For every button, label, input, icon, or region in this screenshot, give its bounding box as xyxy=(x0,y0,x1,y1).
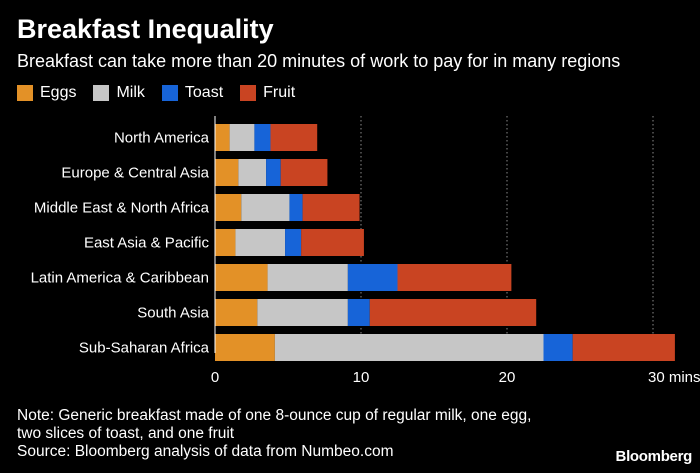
footnote: Note: Generic breakfast made of one 8-ou… xyxy=(17,407,531,461)
bar-sub-saharan-africa-milk xyxy=(274,334,544,361)
stacked-bar-chart: North America Europe & Central Asia Middle… xyxy=(31,116,700,386)
bar-latin-america-caribbean-milk xyxy=(267,264,348,291)
category-label-north-america: North America xyxy=(114,130,210,147)
bar-latin-america-caribbean-eggs xyxy=(215,264,268,291)
legend-label-eggs: Eggs xyxy=(40,84,77,101)
bar-middle-east-north-africa-eggs xyxy=(215,194,242,221)
bar-north-america-fruit xyxy=(270,124,318,151)
x-tick-label-10: 10 xyxy=(353,369,370,386)
bar-north-america-toast xyxy=(254,124,271,151)
legend-item-milk: Milk xyxy=(93,84,145,102)
bar-europe-central-asia-milk xyxy=(238,159,267,186)
legend-swatch-fruit xyxy=(240,85,257,101)
x-tick-label-0: 0 xyxy=(211,369,219,386)
source-line: Source: Bloomberg analysis of data from … xyxy=(17,443,394,460)
bar-north-america-eggs xyxy=(215,124,230,151)
bar-south-asia-toast xyxy=(347,299,370,326)
bar-latin-america-caribbean-fruit xyxy=(397,264,512,291)
x-tick-label-30: 30 mins xyxy=(648,369,700,386)
note-line-1: Note: Generic breakfast made of one 8-ou… xyxy=(17,407,532,424)
bloomberg-logo: Bloomberg xyxy=(615,448,693,465)
bar-south-asia-fruit xyxy=(369,299,537,326)
category-label-latin-america-caribbean: Latin America & Caribbean xyxy=(31,270,209,287)
bar-east-asia-pacific-eggs xyxy=(215,229,236,256)
legend-label-toast: Toast xyxy=(184,84,224,101)
category-label-middle-east-north-africa: Middle East & North Africa xyxy=(34,200,210,217)
legend-swatch-eggs xyxy=(17,85,33,101)
note-line-2: two slices of toast, and one fruit xyxy=(17,425,235,442)
bar-sub-saharan-africa-fruit xyxy=(572,334,675,361)
bar-east-asia-pacific-toast xyxy=(285,229,302,256)
legend-swatch-milk xyxy=(93,85,110,101)
bar-europe-central-asia-fruit xyxy=(280,159,328,186)
bar-south-asia-eggs xyxy=(215,299,258,326)
category-label-south-asia: South Asia xyxy=(137,305,209,322)
chart-title: Breakfast Inequality xyxy=(17,14,274,44)
legend-swatch-toast xyxy=(161,85,178,101)
legend-label-milk: Milk xyxy=(116,84,145,101)
bar-north-america-milk xyxy=(229,124,255,151)
legend: Eggs Milk Toast Fruit xyxy=(17,84,312,102)
category-label-europe-central-asia: Europe & Central Asia xyxy=(61,165,209,182)
bar-middle-east-north-africa-fruit xyxy=(302,194,360,221)
legend-item-toast: Toast xyxy=(161,84,224,102)
legend-item-fruit: Fruit xyxy=(240,84,295,102)
category-label-east-asia-pacific: East Asia & Pacific xyxy=(84,235,210,252)
bar-latin-america-caribbean-toast xyxy=(347,264,398,291)
bar-europe-central-asia-eggs xyxy=(215,159,239,186)
chart-subtitle: Breakfast can take more than 20 minutes … xyxy=(17,51,621,71)
bar-east-asia-pacific-fruit xyxy=(301,229,364,256)
bar-south-asia-milk xyxy=(257,299,348,326)
bar-europe-central-asia-toast xyxy=(266,159,281,186)
legend-item-eggs: Eggs xyxy=(17,84,76,102)
category-label-sub-saharan-africa: Sub-Saharan Africa xyxy=(79,340,210,357)
x-tick-label-20: 20 xyxy=(499,369,516,386)
bar-sub-saharan-africa-toast xyxy=(543,334,573,361)
bar-east-asia-pacific-milk xyxy=(235,229,286,256)
bar-middle-east-north-africa-toast xyxy=(289,194,303,221)
legend-label-fruit: Fruit xyxy=(263,84,296,101)
bar-middle-east-north-africa-milk xyxy=(241,194,290,221)
bar-sub-saharan-africa-eggs xyxy=(215,334,275,361)
